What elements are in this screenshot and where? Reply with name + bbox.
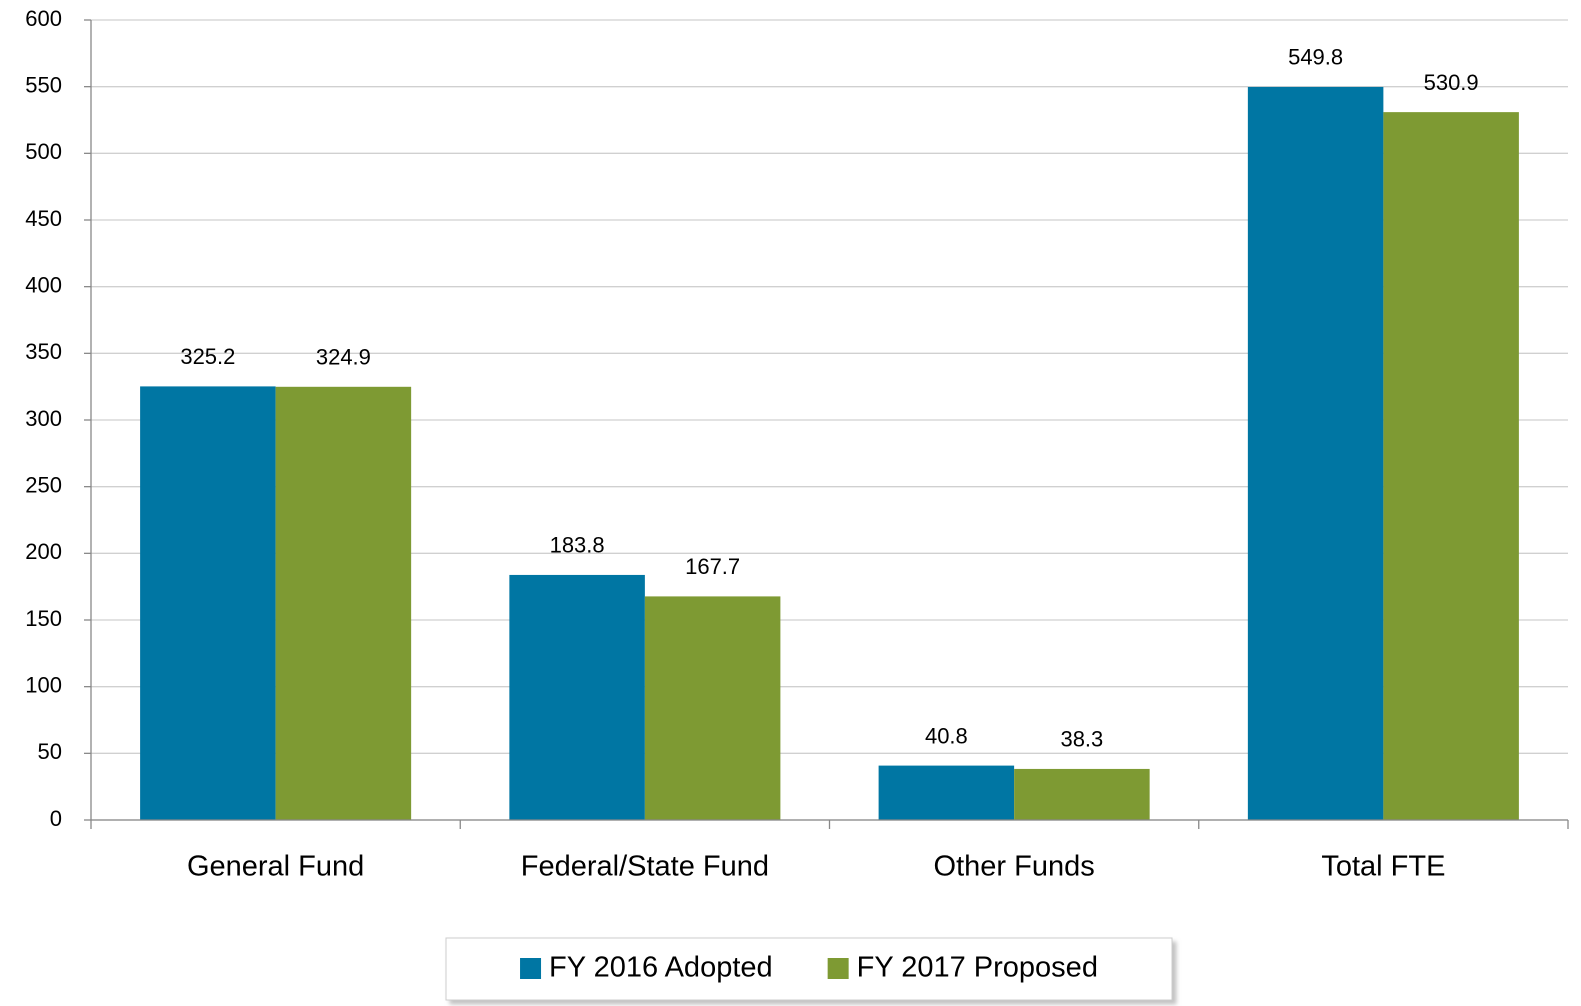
y-tick-label: 0: [50, 806, 62, 831]
x-tick-label: General Fund: [187, 851, 364, 883]
bar: [275, 386, 412, 820]
y-tick-label: 250: [25, 472, 62, 497]
y-tick-label: 150: [25, 606, 62, 631]
axes: 0 50 100 150 200 250 300 350 400 450 500 550 600 Gene…: [25, 6, 1569, 883]
x-tick-label: Total FTE: [1321, 851, 1445, 883]
y-tick-label: 450: [25, 206, 62, 231]
data-label: 530.9: [1424, 70, 1479, 95]
data-label: 324.9: [316, 345, 371, 370]
bar: [1014, 768, 1150, 820]
legend-label: FY 2016 Adopted: [549, 952, 773, 984]
bar: [140, 386, 276, 820]
data-label: 183.8: [550, 533, 605, 558]
y-tick-label: 350: [25, 339, 62, 364]
bar: [1247, 86, 1384, 820]
y-tick-label: 550: [25, 72, 62, 97]
legend: FY 2016 Adopted FY 2017 Proposed: [445, 937, 1173, 1001]
y-tick-label: 50: [38, 739, 62, 764]
bar: [644, 596, 781, 820]
data-label: 38.3: [1060, 727, 1103, 752]
data-label: 325.2: [180, 344, 235, 369]
x-tick-label: Other Funds: [934, 851, 1095, 883]
legend-swatch: [827, 958, 849, 979]
y-tick-label: 300: [25, 406, 62, 431]
bar: [509, 574, 645, 820]
bars: 325.2 324.9 183.8 167.7 40.8 38.3 549.8 530.9: [140, 45, 1519, 821]
y-tick-label: 100: [25, 672, 62, 697]
y-tick-label: 500: [25, 139, 62, 164]
data-label: 167.7: [685, 554, 740, 579]
legend-box: [445, 937, 1173, 1001]
legend-swatch: [520, 958, 542, 979]
y-tick-label: 400: [25, 272, 62, 297]
bar: [878, 765, 1015, 820]
y-tick-label: 600: [25, 6, 62, 31]
legend-label: FY 2017 Proposed: [857, 952, 1098, 984]
x-tick-label: Federal/State Fund: [521, 851, 769, 883]
data-label: 40.8: [925, 723, 968, 748]
bar: [1383, 112, 1519, 821]
data-label: 549.8: [1288, 45, 1343, 70]
y-tick-label: 200: [25, 539, 62, 564]
